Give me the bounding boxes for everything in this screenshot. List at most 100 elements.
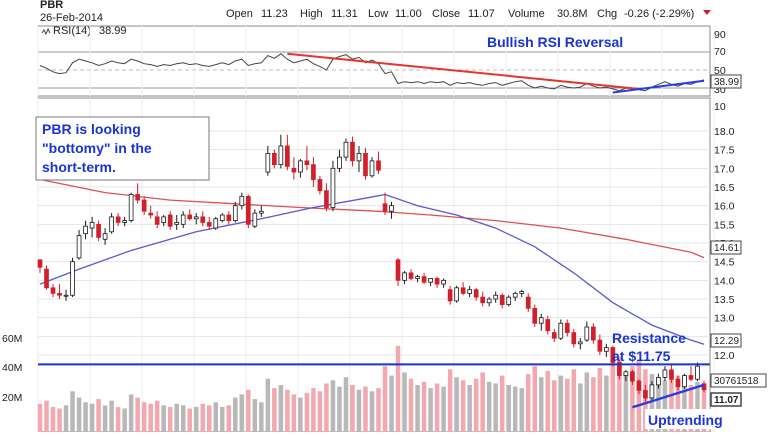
candle-body bbox=[252, 212, 258, 227]
candle-body bbox=[363, 152, 368, 177]
candle-body bbox=[239, 195, 245, 207]
candle-body bbox=[682, 375, 687, 388]
volume-bar bbox=[324, 383, 329, 432]
volume-bar bbox=[662, 380, 668, 432]
volume-bar bbox=[584, 372, 590, 432]
candle-body bbox=[421, 276, 427, 283]
volume-tick-labels: 60M 40M 20M bbox=[2, 333, 22, 404]
candle-body bbox=[180, 214, 186, 225]
candle-body bbox=[148, 212, 154, 216]
volume-bar bbox=[304, 392, 310, 432]
note-line-3: short-term. bbox=[42, 159, 116, 175]
volume-bar bbox=[636, 359, 642, 432]
candle-body bbox=[630, 371, 635, 382]
candle-body bbox=[454, 287, 459, 302]
ma-fast-tag-text: 12.29 bbox=[714, 336, 739, 347]
candle-body bbox=[285, 145, 290, 167]
volume-bar bbox=[44, 400, 49, 432]
rsi-tick-30: 30 bbox=[714, 84, 726, 96]
price-tick-4: 16.0 bbox=[714, 201, 735, 213]
uptrend-label-bg bbox=[645, 409, 732, 429]
rsi-tick-50: 50 bbox=[714, 65, 726, 77]
close-price-tag-text: 11.07 bbox=[714, 395, 739, 406]
volume-bar bbox=[499, 375, 505, 432]
volume-bar bbox=[467, 385, 472, 432]
candle-body bbox=[317, 179, 323, 192]
candle-body bbox=[76, 235, 82, 259]
rsi-gridlines bbox=[37, 26, 715, 96]
volume-bar bbox=[506, 385, 511, 432]
volume-bar bbox=[649, 374, 655, 432]
low-value: 11.00 bbox=[395, 8, 422, 20]
candle-body bbox=[564, 322, 570, 333]
price-tick-8: 14.0 bbox=[714, 275, 735, 287]
price-tick-7: 14.5 bbox=[714, 257, 735, 269]
resistance-label-1: Resistance bbox=[612, 330, 686, 346]
volume-bar bbox=[695, 381, 700, 432]
candle-body bbox=[584, 326, 590, 341]
candle-body bbox=[656, 376, 661, 386]
volume-bar bbox=[122, 408, 127, 432]
rsi-downtrend-line bbox=[287, 52, 640, 90]
ma-slow-line bbox=[39, 178, 705, 259]
candle-body bbox=[330, 167, 336, 208]
volume-bar bbox=[512, 386, 518, 432]
volume-bar bbox=[669, 370, 674, 432]
ma-slow-tag-text: 14.61 bbox=[714, 243, 739, 254]
candle-body bbox=[187, 214, 193, 220]
candle-body bbox=[434, 278, 440, 285]
volume-bar bbox=[115, 406, 121, 432]
price-tick-2: 17.0 bbox=[714, 163, 735, 175]
price-tick-9: 13.5 bbox=[714, 294, 735, 306]
volume-tick-40m: 40M bbox=[2, 362, 22, 374]
candle-body bbox=[604, 347, 609, 352]
volume-value: 30.8M bbox=[557, 8, 588, 20]
volume-bar bbox=[675, 375, 681, 432]
candle-body bbox=[669, 369, 674, 380]
volume-bar bbox=[233, 397, 238, 432]
price-tick-1: 17.5 bbox=[714, 145, 735, 157]
candle-body bbox=[428, 278, 433, 283]
volume-bar bbox=[246, 389, 251, 432]
volume-bar bbox=[454, 377, 459, 432]
candle-body bbox=[154, 216, 160, 225]
candle-body bbox=[467, 289, 472, 294]
candle-body bbox=[415, 276, 420, 279]
candle-body bbox=[512, 292, 518, 298]
volume-bar bbox=[402, 372, 407, 432]
volume-bar bbox=[83, 402, 88, 432]
volume-bar bbox=[447, 369, 453, 432]
candle-body bbox=[291, 167, 297, 173]
volume-bar bbox=[532, 366, 538, 432]
rsi-label: RSI(14) bbox=[53, 25, 91, 37]
volume-tick-60m: 60M bbox=[2, 333, 22, 345]
close-label: Close bbox=[432, 8, 460, 20]
volume-bar bbox=[278, 385, 284, 432]
candle-body bbox=[519, 291, 525, 294]
volume-bar bbox=[428, 388, 433, 432]
volume-bar bbox=[311, 388, 316, 432]
volume-bar bbox=[604, 375, 609, 432]
candle-body bbox=[617, 362, 622, 376]
candle-body bbox=[389, 205, 394, 212]
volume-bar bbox=[363, 386, 368, 432]
candle-body bbox=[551, 332, 557, 339]
candle-body bbox=[460, 287, 466, 294]
volume-bar bbox=[57, 408, 62, 432]
candle-body bbox=[643, 390, 648, 399]
candle-body bbox=[324, 190, 329, 208]
candle-body bbox=[473, 289, 479, 298]
candle-body bbox=[343, 141, 349, 158]
candle-body bbox=[141, 199, 147, 212]
down-arrow-icon bbox=[703, 10, 711, 15]
candle-body bbox=[395, 259, 401, 281]
volume-bar bbox=[50, 406, 56, 432]
volume-bar bbox=[350, 385, 355, 432]
candle-body bbox=[532, 307, 538, 324]
candle-body bbox=[577, 341, 583, 345]
volume-bar bbox=[76, 397, 82, 432]
candle-body bbox=[486, 298, 492, 304]
price-tick-5: 15.5 bbox=[714, 219, 735, 231]
volume-bar bbox=[193, 406, 199, 432]
